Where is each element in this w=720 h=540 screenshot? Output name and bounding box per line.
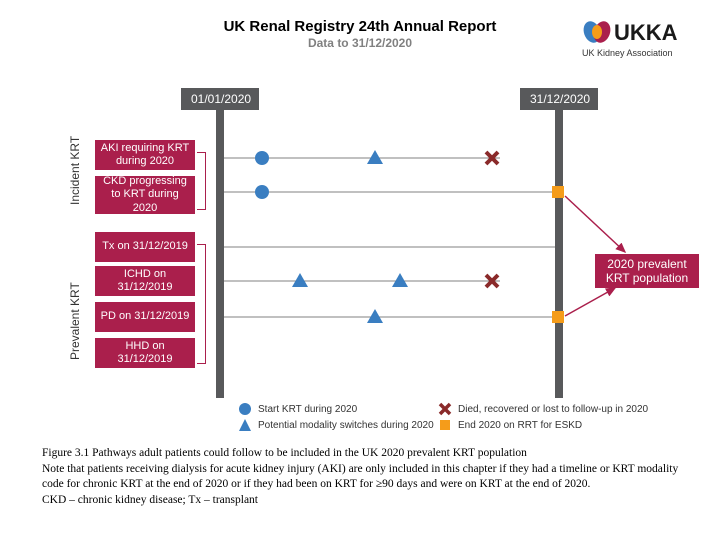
caption-line-1: Figure 3.1 Pathways adult patients could… (42, 446, 682, 462)
legend-start-label: Start KRT during 2020 (258, 404, 357, 415)
legend-switch-label: Potential modality switches during 2020 (258, 420, 434, 431)
report-title: UK Renal Registry 24th Annual Report (200, 18, 520, 35)
row-box-ichd: ICHD on 31/12/2019 (95, 266, 195, 296)
row-box-hhd: HHD on 31/12/2019 (95, 338, 195, 368)
legend-died: Died, recovered or lost to follow-up in … (438, 402, 648, 416)
svg-text:UKKA: UKKA (614, 20, 678, 45)
report-subtitle: Data to 31/12/2020 (200, 36, 520, 50)
caption-line-2: Note that patients receiving dialysis fo… (42, 462, 682, 493)
side-label-prevalent: Prevalent KRT (68, 282, 82, 360)
figure-caption: Figure 3.1 Pathways adult patients could… (42, 446, 682, 508)
ukka-logo-svg: UKKA UK Kidney Association (580, 16, 700, 60)
bracket-incident (197, 152, 206, 210)
timeline-start-bar (216, 105, 224, 398)
row-box-pd: PD on 31/12/2019 (95, 302, 195, 332)
bracket-prevalent (197, 244, 206, 364)
ukka-logo: UKKA UK Kidney Association (580, 16, 700, 65)
row-box-tx: Tx on 31/12/2019 (95, 232, 195, 262)
svg-text:UK Kidney Association: UK Kidney Association (582, 48, 673, 58)
legend-start: Start KRT during 2020 (238, 402, 357, 416)
result-box: 2020 prevalent KRT population (595, 254, 699, 288)
legend-cont: End 2020 on RRT for ESKD (438, 418, 582, 432)
legend-switch: Potential modality switches during 2020 (238, 418, 434, 432)
caption-line-3: CKD – chronic kidney disease; Tx – trans… (42, 493, 682, 509)
legend-cont-label: End 2020 on RRT for ESKD (458, 420, 582, 431)
legend-died-label: Died, recovered or lost to follow-up in … (458, 404, 648, 415)
row-box-ckd: CKD progressing to KRT during 2020 (95, 176, 195, 214)
figure-canvas: UK Renal Registry 24th Annual Report Dat… (0, 0, 720, 540)
side-label-incident: Incident KRT (68, 136, 82, 205)
row-box-aki: AKI requiring KRT during 2020 (95, 140, 195, 170)
timeline-end-bar (555, 105, 563, 398)
